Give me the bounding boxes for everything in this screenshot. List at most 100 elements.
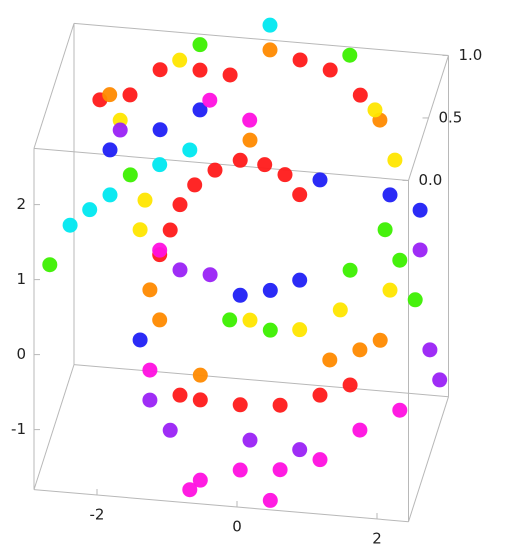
box-edge <box>33 147 409 181</box>
point <box>192 367 208 383</box>
point <box>102 87 118 103</box>
point <box>142 362 158 378</box>
point <box>262 42 278 58</box>
point <box>352 422 368 438</box>
point <box>182 142 198 158</box>
point <box>342 377 358 393</box>
y-tick-label: -1 <box>11 420 26 438</box>
point <box>187 177 203 193</box>
point <box>122 87 138 103</box>
point <box>132 332 148 348</box>
point <box>312 452 328 468</box>
point <box>312 172 328 188</box>
point <box>352 342 368 358</box>
x-tick-label: 0 <box>232 518 242 536</box>
box-edge <box>73 364 449 398</box>
point <box>312 387 328 403</box>
point <box>232 287 248 303</box>
point <box>422 342 438 358</box>
point <box>222 67 238 83</box>
point <box>367 102 383 118</box>
point <box>142 282 158 298</box>
point <box>142 392 158 408</box>
point <box>387 152 403 168</box>
point <box>152 242 168 258</box>
point <box>372 332 388 348</box>
point <box>407 292 423 308</box>
point <box>352 87 368 103</box>
point <box>262 492 278 508</box>
point <box>122 167 138 183</box>
box-edge <box>33 489 409 523</box>
point <box>112 122 128 138</box>
point <box>292 322 308 338</box>
point <box>242 312 258 328</box>
point <box>412 202 428 218</box>
point <box>192 392 208 408</box>
point <box>192 62 208 78</box>
y-tick-label: 2 <box>16 195 26 213</box>
point <box>202 92 218 108</box>
point <box>172 387 188 403</box>
point <box>242 432 258 448</box>
point <box>152 62 168 78</box>
point <box>232 397 248 413</box>
point <box>162 422 178 438</box>
box-edge <box>33 23 75 149</box>
z-tick-label: 1.0 <box>459 46 483 64</box>
x-tick-label: 2 <box>372 530 382 548</box>
point <box>262 282 278 298</box>
point <box>382 187 398 203</box>
y-tick-label: 0 <box>16 345 26 363</box>
point <box>172 262 188 278</box>
point <box>102 187 118 203</box>
point <box>377 222 393 238</box>
point <box>322 62 338 78</box>
point <box>332 302 348 318</box>
point <box>277 167 293 183</box>
point <box>292 442 308 458</box>
point <box>222 312 238 328</box>
point <box>192 37 208 53</box>
point <box>132 222 148 238</box>
point <box>192 472 208 488</box>
point <box>392 402 408 418</box>
point <box>62 217 78 233</box>
point <box>172 52 188 68</box>
point <box>292 52 308 68</box>
y-tick-label: 1 <box>16 270 26 288</box>
point <box>272 397 288 413</box>
point <box>232 462 248 478</box>
point <box>432 372 448 388</box>
point <box>152 157 168 173</box>
point <box>162 222 178 238</box>
point <box>242 132 258 148</box>
point <box>342 47 358 63</box>
point <box>42 257 58 273</box>
point <box>152 122 168 138</box>
point <box>202 267 218 283</box>
point <box>82 202 98 218</box>
point <box>392 252 408 268</box>
point <box>262 17 278 33</box>
point <box>272 462 288 478</box>
point <box>207 162 223 178</box>
point <box>137 192 153 208</box>
point <box>102 142 118 158</box>
point <box>412 242 428 258</box>
point <box>292 187 308 203</box>
point <box>292 272 308 288</box>
point <box>232 152 248 168</box>
point <box>182 482 198 498</box>
z-tick-label: 0.0 <box>419 171 443 189</box>
x-tick-label: -2 <box>90 506 105 524</box>
point <box>192 102 208 118</box>
point <box>322 352 338 368</box>
z-tick-label: 0.5 <box>439 108 463 126</box>
box-edge <box>408 396 449 522</box>
box-edge <box>33 364 75 490</box>
box-edge <box>73 22 449 56</box>
point <box>242 112 258 128</box>
point <box>152 312 168 328</box>
